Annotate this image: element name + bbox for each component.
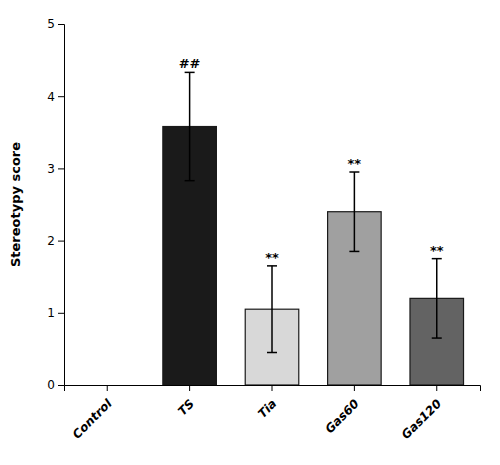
error-bar: [349, 172, 359, 251]
x-tick-mark: [436, 385, 437, 391]
x-tick-label: Gas120: [399, 397, 444, 442]
x-tick-mark: [272, 385, 273, 391]
x-axis: Control TS Tia Gas60 Gas120: [65, 385, 481, 442]
error-line: [436, 259, 438, 338]
y-tick-label: 2: [47, 234, 55, 248]
error-cap: [432, 337, 442, 339]
y-tick: 1: [47, 306, 64, 320]
plot: 0 1 2 3 4 5 Control TS Tia Gas60 Gas120 Stereotypy …: [8, 17, 481, 442]
y-tick-mark: [58, 24, 64, 25]
x-axis-line: [65, 386, 481, 392]
bar: [80, 384, 134, 385]
error-line: [271, 266, 273, 353]
annotation: **: [348, 156, 362, 171]
x-tick-label: Tia: [255, 397, 279, 421]
y-axis: 0 1 2 3 4 5: [47, 17, 64, 392]
error-cap: [349, 251, 359, 253]
error-cap: [432, 258, 442, 260]
annotations: ## ** ** **: [179, 56, 444, 264]
x-tick-label: Control: [70, 396, 116, 442]
error-bar: [432, 259, 442, 338]
y-tick: 0: [47, 378, 64, 392]
y-tick: 2: [47, 234, 64, 248]
y-tick-mark: [58, 313, 64, 314]
x-tick: Gas60: [322, 385, 361, 436]
y-tick: 4: [47, 90, 64, 104]
y-tick-label: 5: [47, 17, 55, 31]
error-cap: [185, 180, 195, 182]
y-axis-line: [58, 25, 65, 386]
x-tick: TS: [175, 385, 197, 418]
y-tick-mark: [58, 168, 64, 169]
x-tick: Gas120: [399, 385, 444, 442]
x-tick-mark: [107, 385, 108, 391]
error-line: [354, 172, 356, 251]
y-tick-label: 1: [47, 306, 55, 320]
x-tick-label: Gas60: [322, 397, 361, 436]
marks: [163, 72, 464, 385]
y-tick-label: 0: [47, 378, 55, 392]
y-tick-label: 3: [47, 162, 55, 176]
error-bar: [267, 266, 277, 353]
y-tick: 5: [47, 17, 64, 31]
chart: 0 1 2 3 4 5 Control TS Tia Gas60 Gas120 Stereotypy …: [0, 0, 500, 465]
y-tick-mark: [58, 96, 64, 97]
y-axis-title: Stereotypy score: [8, 142, 23, 267]
x-tick-label: TS: [175, 397, 197, 419]
error-cap: [349, 171, 359, 173]
x-tick: Tia: [255, 385, 279, 421]
error-cap: [185, 72, 195, 74]
y-tick-mark: [58, 385, 64, 386]
error-bar: [185, 72, 195, 180]
annotation: **: [265, 250, 279, 265]
y-tick-label: 4: [47, 90, 55, 104]
error-cap: [267, 352, 277, 354]
x-tick-mark: [354, 385, 355, 391]
y-tick-mark: [58, 241, 64, 242]
y-tick: 3: [47, 162, 64, 176]
error-line: [189, 72, 191, 180]
annotation: ##: [179, 56, 201, 71]
error-cap: [267, 265, 277, 267]
annotation: **: [430, 243, 444, 258]
x-tick-mark: [189, 385, 190, 391]
x-tick: Control: [70, 385, 116, 442]
